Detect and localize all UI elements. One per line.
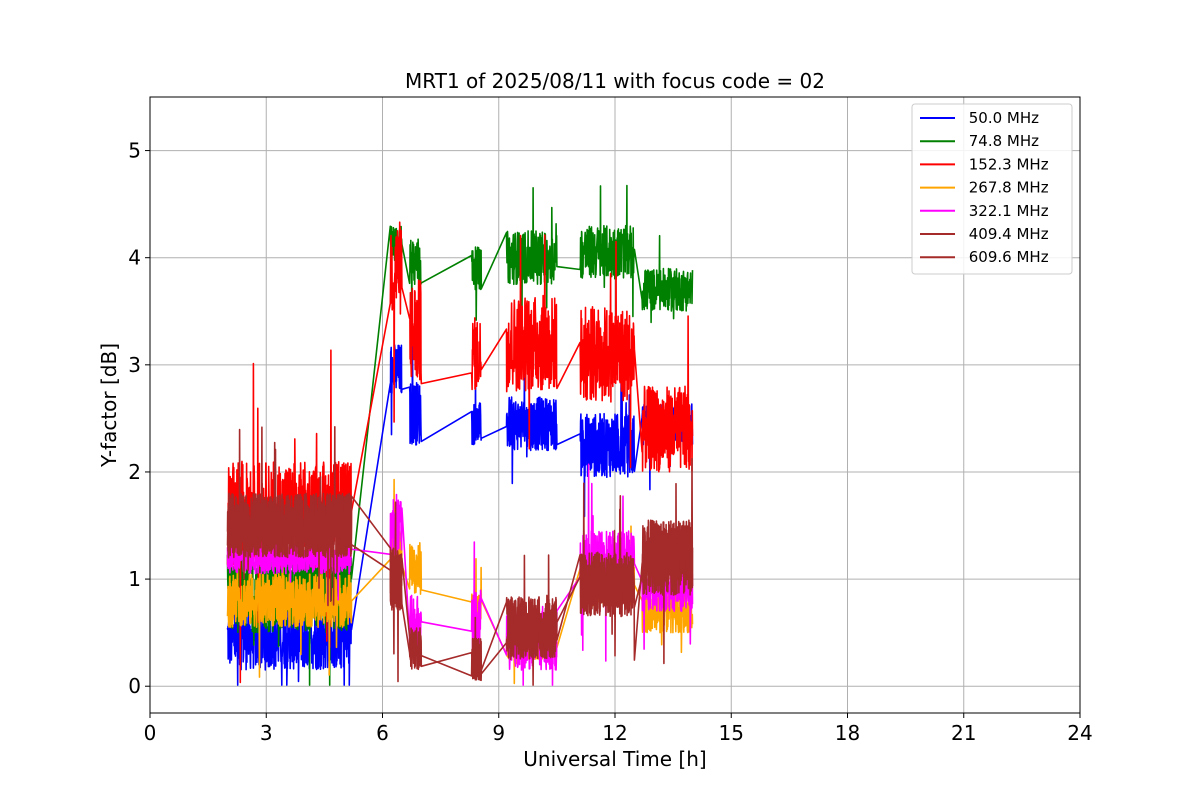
y-tick-label: 0 (128, 674, 141, 698)
series-layer (226, 184, 694, 686)
legend: 50.0 MHz 74.8 MHz 152.3 MHz 267.8 MHz 32… (911, 103, 1073, 275)
y-tick-label: 5 (128, 139, 141, 163)
x-tick-label: 12 (602, 721, 627, 745)
legend-entry-label: 609.6 MHz (964, 248, 1049, 266)
x-tick-label: 24 (1067, 721, 1092, 745)
chart-title: MRT1 of 2025/08/11 with focus code = 02 (405, 69, 825, 93)
x-tick-label: 21 (951, 721, 976, 745)
x-tick-label: 18 (835, 721, 860, 745)
x-tick-label: 0 (144, 721, 157, 745)
legend-entry-label: 152.3 MHz (964, 155, 1049, 173)
x-tick-label: 6 (376, 721, 389, 745)
legend-entry-label: 267.8 MHz (964, 179, 1049, 197)
x-tick-label: 9 (492, 721, 505, 745)
x-tick-label: 3 (260, 721, 273, 745)
series-line (226, 426, 694, 686)
y-tick-label: 3 (128, 353, 141, 377)
y-tick-label: 1 (128, 567, 141, 591)
legend-entry-label: 50.0 MHz (964, 109, 1039, 127)
y-axis-label: Y-factor [dB] (97, 343, 121, 468)
y-tick-label: 4 (128, 246, 141, 270)
legend-box (911, 103, 1073, 275)
x-tick-label: 15 (719, 721, 744, 745)
y-tick-label: 2 (128, 460, 141, 484)
legend-entry-label: 74.8 MHz (964, 132, 1039, 150)
x-axis-label: Universal Time [h] (523, 747, 706, 771)
legend-entry-label: 322.1 MHz (964, 202, 1049, 220)
x-axis: 0 3 6 9 12 15 18 21 24 (144, 713, 1093, 745)
legend-entry-label: 409.4 MHz (964, 225, 1049, 243)
y-axis: 0 1 2 3 4 5 (128, 139, 150, 698)
